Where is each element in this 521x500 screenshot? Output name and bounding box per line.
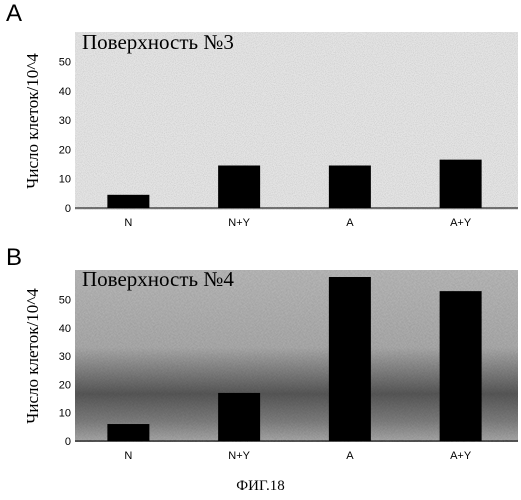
x-tick-label: A+Y	[450, 217, 472, 229]
y-tick-label: 30	[59, 351, 71, 363]
bar-a-plus-y	[440, 160, 482, 208]
x-tick-label: A	[346, 217, 354, 229]
y-tick-label: 50	[59, 56, 71, 68]
bar-n	[107, 424, 149, 441]
chart-title-a: Поверхность №3	[82, 30, 234, 54]
y-tick-label: 50	[59, 295, 71, 307]
bar-n-plus-y	[218, 166, 260, 209]
x-tick-label: N	[124, 217, 132, 229]
y-tick-label: 10	[59, 174, 71, 186]
y-tick-label: 40	[59, 323, 71, 335]
chart-title-b: Поверхность №4	[82, 267, 234, 291]
y-tick-label: 10	[59, 408, 71, 420]
y-tick-label: 20	[59, 379, 71, 391]
y-tick-label: 0	[65, 203, 71, 215]
y-tick-label: 40	[59, 86, 71, 98]
y-tick-label: 0	[65, 436, 71, 448]
bar-n	[107, 195, 149, 208]
bar-a-plus-y	[440, 291, 482, 441]
bar-a	[329, 277, 371, 441]
y-tick-label: 20	[59, 144, 71, 156]
y-axis-label-b: Число клеток/10^4	[23, 288, 42, 424]
x-tick-label: A	[346, 450, 354, 462]
y-tick-label: 30	[59, 115, 71, 127]
figure-charts: Поверхность №3 Поверхность №4 Число клет…	[0, 0, 521, 470]
x-tick-label: N	[124, 450, 132, 462]
x-tick-label: N+Y	[228, 450, 250, 462]
x-tick-label: A+Y	[450, 450, 472, 462]
y-axis-label-a: Число клеток/10^4	[23, 53, 42, 189]
x-tick-label: N+Y	[228, 217, 250, 229]
bar-n-plus-y	[218, 393, 260, 441]
bar-a	[329, 166, 371, 209]
figure-caption: ФИГ.18	[0, 478, 521, 495]
